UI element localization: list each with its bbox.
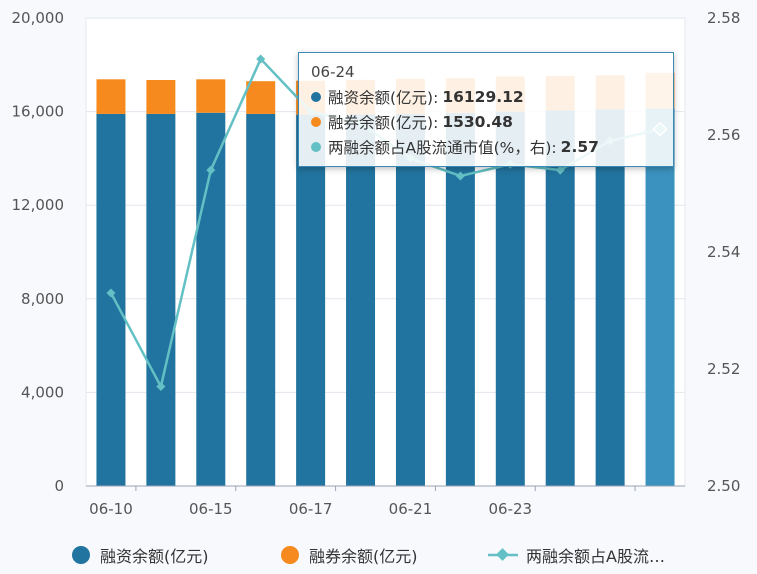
y-left-tick-label: 8,000 [21, 290, 64, 308]
tooltip-row-securities: 融券余额(亿元): 1530.48 [311, 109, 661, 134]
bar-securities [96, 79, 126, 114]
y-right-tick-label: 2.50 [707, 477, 740, 495]
bar-securities [146, 80, 176, 114]
ratio-point [106, 288, 116, 298]
tooltip-dot [311, 116, 321, 127]
bar-financing [146, 113, 176, 486]
ratio-point [256, 54, 266, 64]
x-axis: 06-10 06-15 06-17 06-21 06-23 [86, 485, 685, 518]
bar-financing [395, 113, 425, 486]
tooltip-row-financing: 融资余额(亿元): 16129.12 [311, 84, 661, 109]
y-left-tick-label: 20,000 [12, 9, 65, 27]
legend-item-ratio[interactable]: 两融余额占A股流… [488, 543, 665, 567]
y-left-tick-label: 0 [54, 477, 64, 495]
ratio-point [156, 382, 166, 392]
bar-securities [246, 81, 276, 114]
grid-lines [86, 17, 685, 393]
legend: 融资余额(亿元) 融券余额(亿元) 两融余额占A股流… [0, 537, 757, 573]
bar-financing [96, 113, 126, 486]
tooltip-label: 两融余额占A股流通市值(%，右): [328, 138, 557, 157]
y-left-tick-label: 12,000 [12, 196, 65, 214]
tooltip-date: 06-24 [311, 63, 355, 81]
tooltip-value: 1530.48 [442, 112, 513, 131]
bar-financing [495, 111, 525, 486]
y-axis-right: 2.50 2.52 2.54 2.56 2.58 [707, 9, 740, 495]
tooltip-value: 16129.12 [442, 87, 524, 106]
y-right-tick-label: 2.54 [707, 243, 740, 261]
y-left-tick-label: 16,000 [12, 103, 65, 121]
legend-marker [281, 546, 299, 564]
tooltip-label: 融券余额(亿元): [328, 113, 439, 132]
x-tick-label: 06-15 [189, 500, 233, 518]
x-tick-label: 06-10 [89, 500, 133, 518]
tooltip-value: 2.57 [560, 137, 599, 156]
bar-financing [445, 112, 475, 487]
y-right-tick-label: 2.52 [707, 360, 740, 378]
y-axis-left: 0 4,000 8,000 12,000 16,000 20,000 [12, 9, 65, 495]
bar-financing [645, 108, 675, 487]
bars [96, 72, 675, 487]
legend-item-financing[interactable]: 融资余额(亿元) [72, 543, 209, 567]
legend-line-marker [488, 548, 518, 561]
ratio-point [555, 165, 565, 175]
x-tick-label: 06-17 [289, 500, 333, 518]
tooltip-dot [311, 141, 321, 152]
legend-label: 融券余额(亿元) [309, 547, 418, 566]
legend-label: 两融余额占A股流… [526, 547, 665, 566]
legend-marker [72, 546, 90, 564]
bar-financing [296, 114, 326, 486]
tooltip-row-ratio: 两融余额占A股流通市值(%，右): 2.57 [311, 134, 661, 159]
bar-securities [196, 79, 226, 113]
bar-financing [595, 109, 625, 486]
tooltip: 06-24 融资余额(亿元): 16129.12 融券余额(亿元): 1530.… [298, 52, 674, 167]
x-tick-label: 06-21 [389, 500, 433, 518]
bar-financing [246, 113, 276, 486]
bar-financing [346, 114, 376, 487]
ratio-point [455, 171, 465, 181]
y-right-tick-label: 2.58 [707, 9, 740, 27]
legend-label: 融资余额(亿元) [100, 547, 209, 566]
tooltip-dot [311, 91, 321, 102]
legend-item-securities[interactable]: 融券余额(亿元) [281, 543, 418, 567]
x-tick-label: 06-23 [488, 500, 532, 518]
y-left-tick-label: 4,000 [21, 383, 64, 401]
tooltip-label: 融资余额(亿元): [328, 88, 439, 107]
y-right-tick-label: 2.56 [707, 126, 740, 144]
ratio-point [206, 165, 216, 175]
